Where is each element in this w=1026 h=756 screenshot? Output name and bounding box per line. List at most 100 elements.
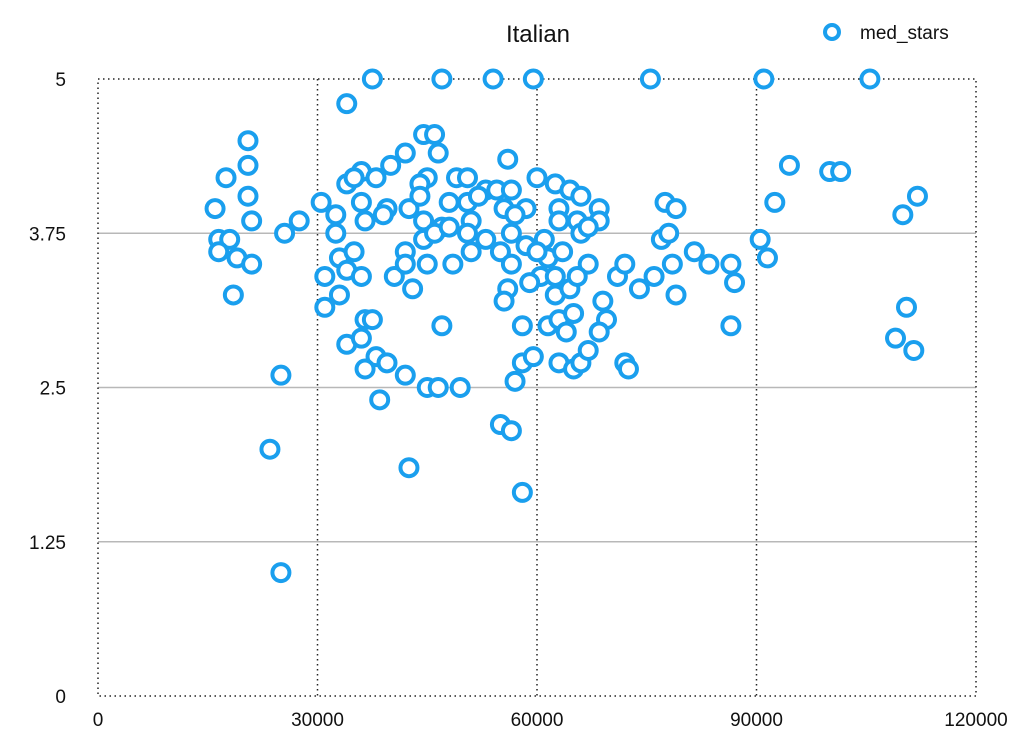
scatter-point bbox=[427, 142, 449, 164]
scatter-point bbox=[215, 167, 237, 189]
data-points bbox=[204, 68, 928, 584]
scatter-point bbox=[683, 241, 705, 263]
scatter-point bbox=[409, 185, 431, 207]
scatter-point bbox=[394, 142, 416, 164]
scatter-point bbox=[438, 191, 460, 213]
scatter-point bbox=[237, 154, 259, 176]
x-tick-label: 120000 bbox=[944, 710, 1007, 731]
scatter-point bbox=[566, 265, 588, 287]
scatter-point bbox=[460, 241, 482, 263]
scatter-point bbox=[617, 358, 639, 380]
scatter-point bbox=[497, 148, 519, 170]
scatter-point bbox=[895, 296, 917, 318]
scatter-point bbox=[588, 321, 610, 343]
scatter-point bbox=[665, 284, 687, 306]
scatter-point bbox=[555, 321, 577, 343]
scatter-point bbox=[237, 185, 259, 207]
scatter-point bbox=[500, 222, 522, 244]
scatter-point bbox=[661, 253, 683, 275]
scatter-point bbox=[482, 68, 504, 90]
scatter-point bbox=[614, 253, 636, 275]
scatter-point bbox=[365, 167, 387, 189]
scatter-point bbox=[563, 302, 585, 324]
scatter-point bbox=[456, 222, 478, 244]
scatter-point bbox=[577, 253, 599, 275]
scatter-point bbox=[522, 346, 544, 368]
scatter-point bbox=[511, 481, 533, 503]
scatter-point bbox=[665, 198, 687, 220]
scatter-point bbox=[270, 364, 292, 386]
scatter-point bbox=[698, 253, 720, 275]
scatter-point bbox=[442, 253, 464, 275]
scatter-point bbox=[314, 265, 336, 287]
scatter-point bbox=[526, 241, 548, 263]
scatter-point bbox=[493, 290, 515, 312]
scatter-point bbox=[544, 265, 566, 287]
scatter-point bbox=[892, 204, 914, 226]
y-tick-label: 2.5 bbox=[40, 379, 66, 400]
y-axis-ticks: 0 1.25 2.5 3.75 5 bbox=[29, 70, 66, 708]
scatter-point bbox=[343, 241, 365, 263]
scatter-point bbox=[369, 389, 391, 411]
scatter-point bbox=[859, 68, 881, 90]
scatter-point bbox=[830, 161, 852, 183]
scatter-point bbox=[416, 253, 438, 275]
scatter-point bbox=[314, 296, 336, 318]
scatter-point bbox=[372, 204, 394, 226]
legend: med_stars bbox=[823, 23, 949, 44]
scatter-point bbox=[241, 210, 263, 232]
scatter-point bbox=[570, 185, 592, 207]
scatter-point bbox=[383, 265, 405, 287]
scatter-point bbox=[288, 210, 310, 232]
scatter-point bbox=[222, 284, 244, 306]
scatter-point bbox=[753, 68, 775, 90]
scatter-point bbox=[511, 315, 533, 337]
scatter-point bbox=[394, 253, 416, 275]
scatter-point bbox=[778, 154, 800, 176]
scatter-point bbox=[274, 222, 296, 244]
scatter-point bbox=[522, 68, 544, 90]
scatter-point bbox=[398, 198, 420, 220]
scatter-point bbox=[354, 358, 376, 380]
y-tick-label: 3.75 bbox=[29, 224, 66, 245]
scatter-point bbox=[350, 191, 372, 213]
scatter-point bbox=[500, 420, 522, 442]
scatter-point bbox=[431, 68, 453, 90]
scatter-point bbox=[361, 68, 383, 90]
scatter-point bbox=[720, 253, 742, 275]
scatter-point bbox=[376, 352, 398, 374]
scatter-point bbox=[394, 364, 416, 386]
scatter-point bbox=[577, 339, 599, 361]
scatter-point bbox=[361, 309, 383, 331]
legend-label-med-stars: med_stars bbox=[860, 23, 949, 44]
scatter-point bbox=[449, 377, 471, 398]
x-tick-label: 30000 bbox=[291, 710, 344, 731]
scatter-point bbox=[628, 278, 650, 300]
scatter-point bbox=[592, 290, 614, 312]
scatter-point bbox=[427, 377, 449, 398]
scatter-point bbox=[906, 185, 928, 207]
scatter-point bbox=[424, 124, 446, 146]
scatter-point bbox=[885, 327, 907, 349]
scatter-point bbox=[467, 185, 489, 207]
scatter-point bbox=[639, 68, 661, 90]
scatter-point bbox=[402, 278, 424, 300]
scatter-point bbox=[658, 222, 680, 244]
x-tick-label: 0 bbox=[93, 710, 104, 731]
scatter-point bbox=[325, 222, 347, 244]
scatter-point bbox=[577, 216, 599, 238]
scatter-point bbox=[431, 315, 453, 337]
scatter-point bbox=[526, 167, 548, 189]
scatter-point bbox=[724, 272, 746, 294]
scatter-point bbox=[500, 253, 522, 275]
scatter-point bbox=[504, 370, 526, 392]
scatter-point bbox=[354, 210, 376, 232]
plot-border bbox=[97, 78, 977, 697]
scatter-point bbox=[552, 241, 574, 263]
scatter-point bbox=[336, 93, 358, 115]
scatter-point bbox=[350, 327, 372, 349]
scatter-point bbox=[398, 457, 420, 479]
scatter-point bbox=[310, 191, 332, 213]
scatter-point bbox=[204, 198, 226, 220]
